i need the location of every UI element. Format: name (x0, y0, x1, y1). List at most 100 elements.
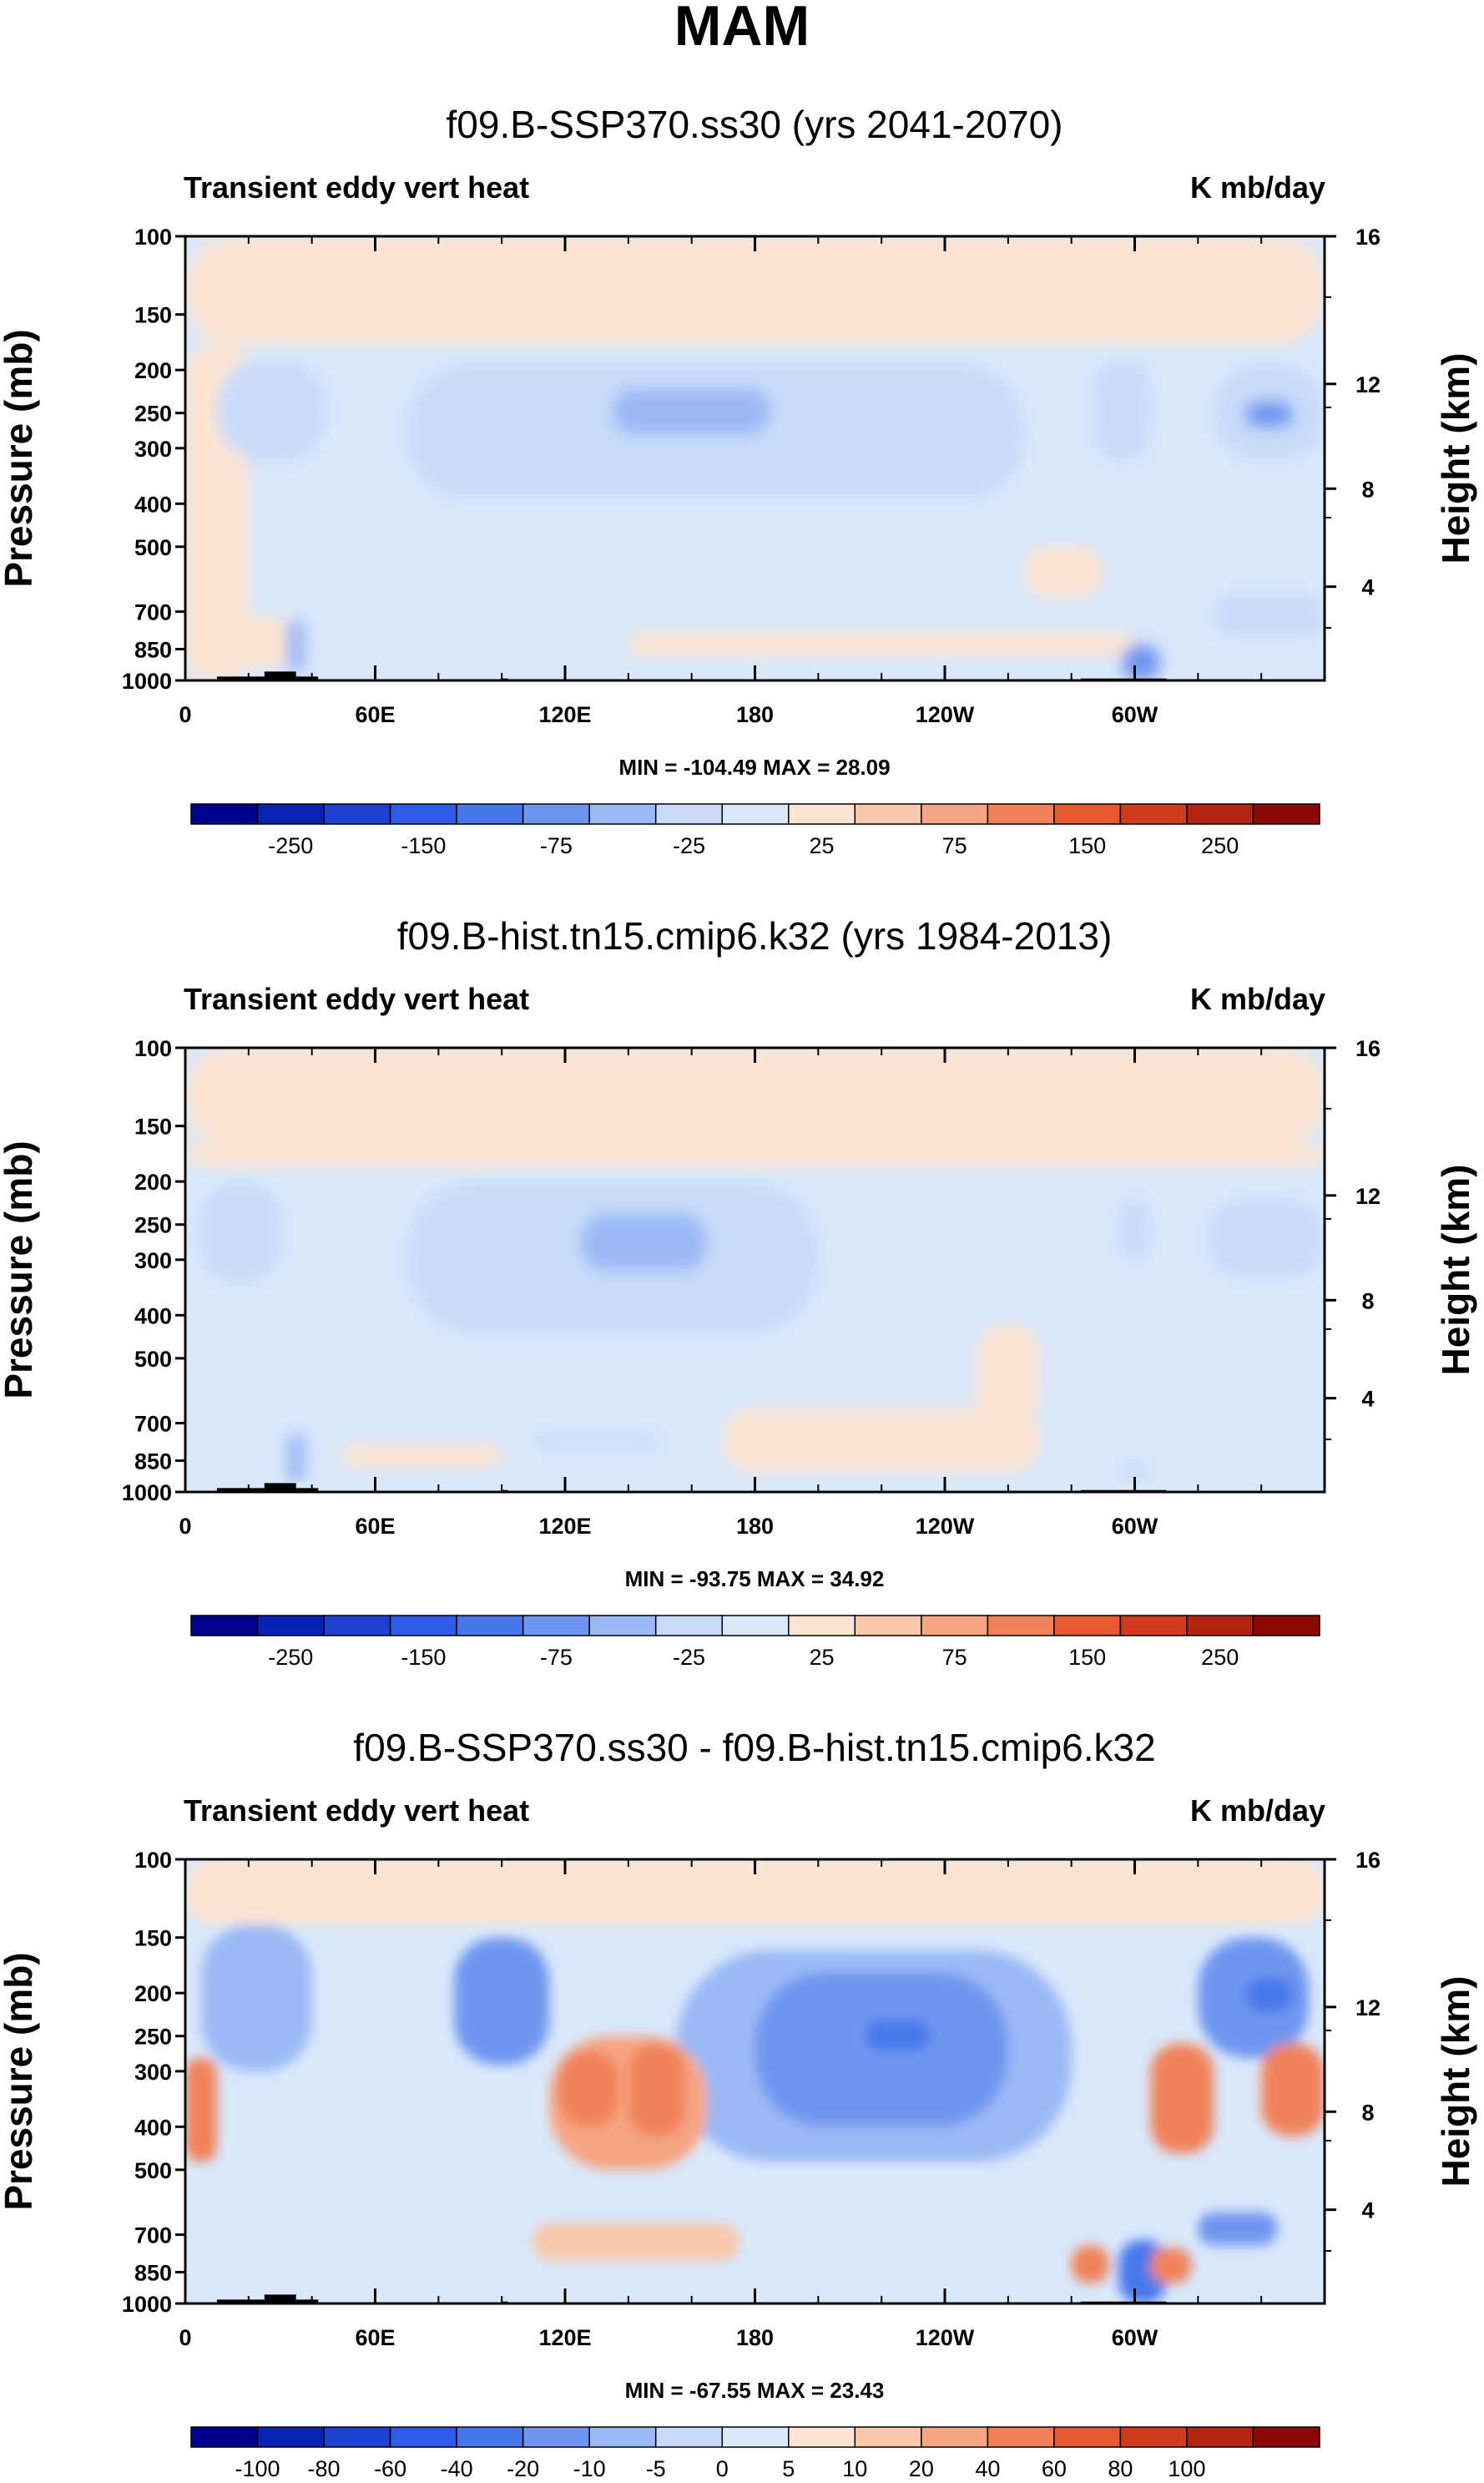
terrain-block (216, 1488, 265, 1492)
axes: 0 60E 120E 180 120W 60W 100 150 200 250 300 400 500 7… (122, 1848, 1381, 2350)
contour-region (216, 360, 328, 461)
x-tick-label: 60E (355, 2325, 395, 2350)
contour-region (976, 1324, 1040, 1424)
terrain-block (216, 676, 265, 680)
colorbar-swatch (721, 2426, 790, 2448)
y-tick-label: 300 (134, 437, 172, 462)
colorbar-swatch (987, 1615, 1055, 1636)
y-tick-label: 100 (134, 225, 172, 250)
colorbar-swatch (654, 1615, 723, 1636)
colorbar-swatch (522, 803, 590, 825)
field-label: Transient eddy vert heat (184, 1793, 529, 1828)
x-tick-label: 0 (179, 2325, 191, 2350)
colorbar-swatch (323, 803, 391, 825)
y2-axis-label: Height (km) (1434, 1976, 1477, 2187)
colorbar-swatch (788, 1615, 856, 1636)
colorbar-label: -60 (374, 2456, 406, 2481)
units-label: K mb/day (1190, 170, 1325, 205)
x-tick-label: 120W (916, 2325, 975, 2350)
colorbar-swatch (389, 1615, 457, 1636)
terrain-block (295, 2299, 319, 2303)
y-tick-label: 700 (134, 1412, 172, 1437)
colorbar-swatch (788, 803, 856, 825)
colorbar-label: -25 (673, 833, 705, 858)
x-tick-label: 0 (179, 702, 191, 727)
colorbar-swatch (190, 2426, 259, 2448)
terrain-block (216, 2299, 265, 2303)
colorbar-label: -100 (235, 2456, 280, 2481)
colorbar: -100 -80 -60 -40 -20 -10 -5 0 5 10 20 40 60 80 100 (190, 2426, 1320, 2481)
contour-region (1023, 546, 1103, 598)
colorbar-swatch (522, 2426, 590, 2448)
colorbar-swatch (1053, 803, 1122, 825)
contour-region (343, 1444, 502, 1468)
colorbar-swatch (323, 1615, 391, 1636)
colorbar-label: 80 (1108, 2456, 1133, 2481)
y-tick-label: 400 (134, 2115, 172, 2140)
colorbar-swatch (987, 2426, 1055, 2448)
y-tick-label: 700 (134, 600, 172, 625)
y-tick-label: 100 (134, 1848, 172, 1873)
field-label: Transient eddy vert heat (184, 170, 529, 205)
contour-region (486, 1972, 534, 2029)
colorbar-label: 100 (1168, 2456, 1205, 2481)
colorbar-swatch (456, 803, 524, 825)
y-tick-label: 500 (134, 1347, 172, 1372)
colorbar-label: 25 (810, 833, 835, 858)
y2-tick-label: 8 (1361, 1288, 1374, 1313)
colorbar-swatch (1186, 803, 1254, 825)
colorbar-swatch (1119, 2426, 1188, 2448)
min-max-text: MIN = -93.75 MAX = 34.92 (625, 1566, 885, 1591)
colorbar-swatch (256, 1615, 325, 1636)
y-tick-label: 500 (134, 2158, 172, 2183)
y-tick-label: 1000 (122, 669, 172, 694)
terrain-block (264, 671, 296, 680)
y2-tick-label: 4 (1361, 1387, 1374, 1412)
units-label: K mb/day (1190, 982, 1325, 1016)
contour-region (200, 1924, 312, 2071)
colorbar-swatch (1053, 1615, 1122, 1636)
colorbar-label: -20 (507, 2456, 539, 2481)
colorbar-label: 250 (1201, 1645, 1239, 1670)
y-tick-label: 250 (134, 1213, 172, 1238)
contour-region (185, 617, 296, 667)
y-tick-label: 700 (134, 2223, 172, 2248)
panel-title: f09.B-SSP370.ss30 (yrs 2041-2070) (447, 103, 1063, 146)
x-tick-label: 120E (538, 1514, 591, 1539)
axes: 0 60E 120E 180 120W 60W 100 150 200 250 300 400 500 7… (122, 225, 1381, 727)
colorbar-swatch (389, 2426, 457, 2448)
y-tick-label: 400 (134, 492, 172, 517)
y-tick-label: 300 (134, 1248, 172, 1273)
contour-region (1245, 401, 1294, 428)
colorbar-swatch (654, 803, 723, 825)
panel-1: f09.B-SSP370.ss30 (yrs 2041-2070) Transi… (0, 103, 1477, 858)
contour-region (628, 632, 1135, 656)
contour-region (866, 2020, 930, 2051)
y-axis-label: Pressure (mb) (0, 1140, 40, 1398)
colorbar-swatch (588, 2426, 657, 2448)
y-tick-label: 300 (134, 2060, 172, 2085)
contour-region (1214, 594, 1325, 638)
colorbar-swatch (721, 1615, 790, 1636)
colorbar-label: 0 (716, 2456, 729, 2481)
colorbar-label: 20 (909, 2456, 934, 2481)
y2-tick-label: 4 (1361, 2198, 1374, 2223)
colorbar-swatch (788, 2426, 856, 2448)
y-tick-label: 200 (134, 358, 172, 383)
y2-tick-label: 4 (1361, 575, 1374, 600)
colorbar-swatch (190, 803, 259, 825)
panel-title: f09.B-hist.tn15.cmip6.k32 (yrs 1984-2013… (397, 914, 1113, 958)
x-tick-label: 60W (1112, 1514, 1158, 1539)
x-tick-label: 120E (538, 2325, 591, 2350)
y-axis-label: Pressure (mb) (0, 329, 40, 587)
units-label: K mb/day (1190, 1793, 1325, 1828)
contour-region (1118, 1200, 1151, 1260)
x-tick-label: 120W (916, 702, 975, 727)
colorbar-label: -80 (308, 2456, 341, 2481)
colorbar-swatch (1252, 803, 1320, 825)
colorbar-swatch (1053, 2426, 1122, 2448)
panel-title: f09.B-SSP370.ss30 - f09.B-hist.tn15.cmip… (353, 1726, 1155, 1769)
y-tick-label: 150 (134, 1926, 172, 1951)
colorbar-swatch (1186, 1615, 1254, 1636)
